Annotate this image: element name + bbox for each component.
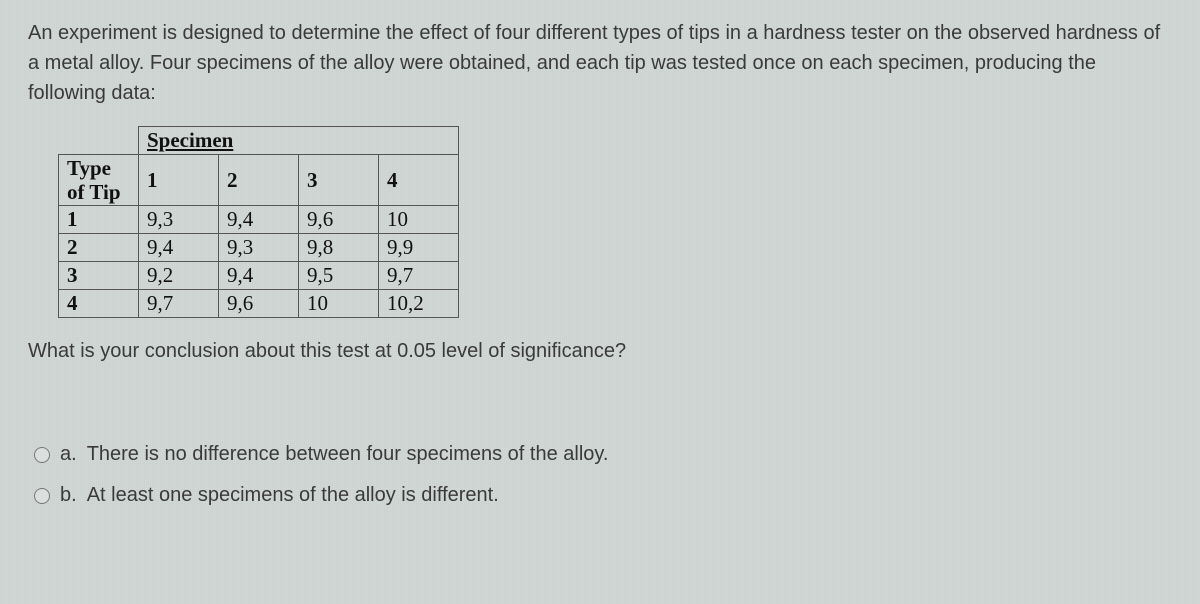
answer-options: a. There is no difference between four s…: [34, 443, 1172, 507]
specimen-header: Specimen: [139, 127, 459, 155]
data-cell: 9,6: [219, 290, 299, 318]
row-header: 4: [59, 290, 139, 318]
blank-cell: [59, 127, 139, 155]
radio-icon[interactable]: [34, 447, 50, 463]
table-row: 1 9,3 9,4 9,6 10: [59, 206, 459, 234]
type-label-line1: Type: [67, 156, 111, 180]
option-a-text: There is no difference between four spec…: [87, 443, 609, 466]
type-label-line2: of Tip: [67, 180, 121, 204]
data-cell: 9,7: [139, 290, 219, 318]
data-cell: 9,4: [219, 206, 299, 234]
option-b[interactable]: b. At least one specimens of the alloy i…: [34, 484, 1172, 507]
followup-question: What is your conclusion about this test …: [28, 340, 1172, 363]
question-text: An experiment is designed to determine t…: [28, 18, 1172, 108]
table-row: 3 9,2 9,4 9,5 9,7: [59, 262, 459, 290]
col-header-3: 3: [299, 155, 379, 206]
data-cell: 9,3: [219, 234, 299, 262]
type-of-tip-label: Type of Tip: [59, 155, 139, 206]
data-cell: 9,8: [299, 234, 379, 262]
data-cell: 9,7: [379, 262, 459, 290]
row-header: 3: [59, 262, 139, 290]
data-cell: 10: [299, 290, 379, 318]
col-header-2: 2: [219, 155, 299, 206]
data-cell: 10,2: [379, 290, 459, 318]
data-cell: 9,3: [139, 206, 219, 234]
table-row: 4 9,7 9,6 10 10,2: [59, 290, 459, 318]
table-row: 2 9,4 9,3 9,8 9,9: [59, 234, 459, 262]
option-a[interactable]: a. There is no difference between four s…: [34, 443, 1172, 466]
data-cell: 9,4: [139, 234, 219, 262]
option-b-text: At least one specimens of the alloy is d…: [87, 484, 499, 507]
data-cell: 9,9: [379, 234, 459, 262]
data-cell: 9,5: [299, 262, 379, 290]
data-table: Specimen Type of Tip 1 2 3 4 1 9,3 9,4 9…: [58, 126, 459, 318]
data-cell: 9,6: [299, 206, 379, 234]
option-a-prefix: a.: [60, 443, 77, 466]
col-header-1: 1: [139, 155, 219, 206]
row-header: 2: [59, 234, 139, 262]
data-cell: 10: [379, 206, 459, 234]
data-cell: 9,4: [219, 262, 299, 290]
option-b-prefix: b.: [60, 484, 77, 507]
data-cell: 9,2: [139, 262, 219, 290]
radio-icon[interactable]: [34, 488, 50, 504]
row-header: 1: [59, 206, 139, 234]
col-header-4: 4: [379, 155, 459, 206]
